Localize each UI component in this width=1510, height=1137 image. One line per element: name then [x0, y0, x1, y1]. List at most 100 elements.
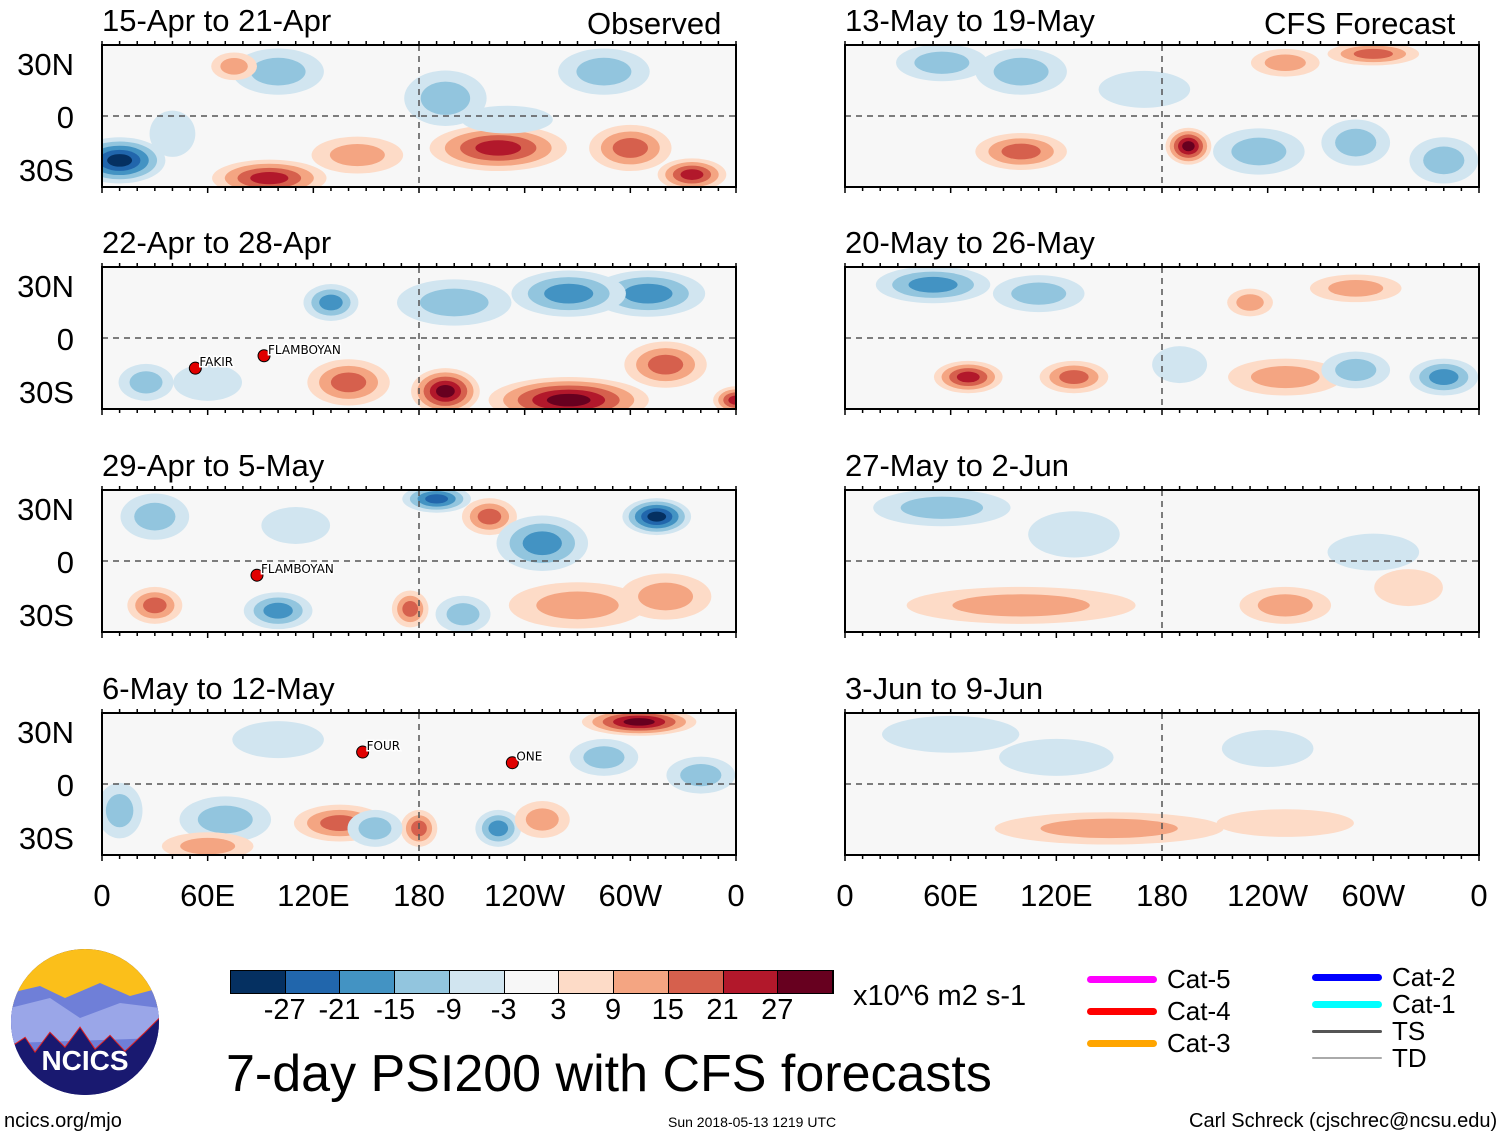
storm-marker-icon[interactable] [250, 568, 264, 582]
panel-title: 6-May to 12-May [102, 671, 335, 706]
colorbar-swatch [559, 971, 615, 993]
legend-line-icon [1087, 975, 1157, 983]
anomaly-contour [1423, 146, 1465, 175]
colorbar-swatch [340, 971, 396, 993]
footer-timestamp: Sun 2018-05-13 1219 UTC [668, 1114, 837, 1130]
legend-item: Cat-5 [1087, 964, 1231, 994]
colorbar-swatch [395, 971, 450, 993]
colorbar-swatch [285, 971, 341, 993]
storm-marker-icon[interactable] [356, 745, 370, 759]
colorbar-label: 21 [706, 994, 739, 1026]
panel-title: 20-May to 26-May [845, 225, 1095, 260]
lat-label: 30S [18, 375, 74, 410]
lon-label: 0 [93, 878, 111, 913]
colorbar-swatch [449, 971, 505, 993]
anomaly-contour [129, 371, 163, 394]
anomaly-contour [1059, 370, 1089, 384]
anomaly-contour [544, 283, 594, 304]
lat-label: 0 [56, 100, 74, 135]
legend-label: Cat-2 [1392, 961, 1456, 992]
storm-marker-icon[interactable] [188, 361, 202, 375]
anomaly-contour [680, 169, 704, 180]
anomaly-contour [1429, 369, 1459, 385]
colorbar-swatch [778, 971, 834, 993]
anomaly-contour [436, 384, 455, 398]
forecast-label: CFS Forecast [1264, 6, 1456, 41]
map-panel [844, 263, 1480, 415]
anomaly-contour [402, 601, 419, 617]
ncics-logo: NCICS [11, 949, 159, 1095]
lat-label: 30S [18, 821, 74, 856]
anomaly-contour [220, 57, 248, 75]
anomaly-contour [1040, 818, 1178, 839]
anomaly-contour [134, 502, 176, 531]
anomaly-contour [107, 154, 133, 167]
storm-marker-icon[interactable] [505, 756, 519, 770]
anomaly-contour [446, 603, 480, 626]
lat-label: 30N [17, 269, 74, 304]
map-panel [844, 709, 1480, 861]
anomaly-contour [1028, 511, 1120, 558]
anomaly-contour [149, 110, 196, 157]
legend-item: Cat-4 [1087, 996, 1231, 1026]
anomaly-contour [477, 508, 502, 525]
anomaly-contour [330, 372, 367, 393]
panel-title: 13-May to 19-May [845, 3, 1095, 38]
lon-label: 60W [1341, 878, 1406, 913]
anomaly-contour [1001, 143, 1041, 160]
anomaly-contour [261, 507, 331, 544]
anomaly-contour [197, 805, 253, 834]
anomaly-contour [1374, 569, 1443, 607]
anomaly-contour [546, 393, 591, 407]
lat-label: 0 [56, 768, 74, 803]
storm-marker-icon[interactable] [257, 349, 271, 363]
colorbar-label: -3 [490, 994, 517, 1026]
map-panel [844, 41, 1480, 193]
anomaly-contour [623, 718, 655, 726]
storm-name: FLAMBOYAN [261, 562, 334, 576]
lon-label: 60E [180, 878, 236, 913]
colorbar-label: -15 [373, 994, 416, 1026]
anomaly-contour [576, 57, 632, 86]
anomaly-contour [1264, 54, 1306, 72]
storm-name: FLAMBOYAN [268, 343, 341, 357]
colorbar-label: 27 [761, 994, 794, 1026]
legend-item: TD [1312, 1043, 1456, 1073]
lon-label: 0 [836, 878, 854, 913]
figure-title: 7-day PSI200 with CFS forecasts [226, 1045, 992, 1103]
legend-line-icon [1312, 1057, 1382, 1059]
panel-title: 22-Apr to 28-Apr [102, 225, 332, 260]
anomaly-contour [908, 276, 958, 293]
anomaly-contour [999, 738, 1114, 776]
lat-label: 0 [56, 322, 74, 357]
anomaly-contour [956, 371, 980, 383]
panel-title: 27-May to 2-Jun [845, 448, 1069, 483]
anomaly-contour [952, 594, 1090, 617]
anomaly-contour [419, 288, 489, 317]
colorbar-label: 15 [651, 994, 684, 1026]
anomaly-contour [1182, 141, 1195, 152]
anomaly-contour [250, 57, 306, 86]
anomaly-contour [993, 57, 1049, 86]
map-panel [844, 486, 1480, 638]
anomaly-contour [1221, 730, 1314, 767]
legend-label: TS [1392, 1015, 1426, 1046]
anomaly-contour [647, 354, 684, 375]
colorbar-label: -27 [263, 994, 306, 1026]
anomaly-contour [1011, 282, 1067, 305]
lon-label: 120E [277, 878, 350, 913]
colorbar-swatch [504, 971, 560, 993]
anomaly-contour [232, 721, 324, 759]
anomaly-contour [319, 294, 343, 311]
footer-url[interactable]: ncics.org/mjo [4, 1110, 122, 1132]
legend-label: Cat-3 [1167, 1027, 1231, 1058]
colorbar-swatch [668, 971, 724, 993]
panel-title: 15-Apr to 21-Apr [102, 3, 332, 38]
lat-label: 30N [17, 492, 74, 527]
colorbar-swatch [231, 971, 286, 993]
lon-label: 0 [727, 878, 745, 913]
anomaly-contour [1327, 533, 1420, 571]
lat-label: 30N [17, 47, 74, 82]
legend-line-icon [1312, 973, 1382, 981]
legend-item: Cat-2 [1312, 962, 1456, 992]
